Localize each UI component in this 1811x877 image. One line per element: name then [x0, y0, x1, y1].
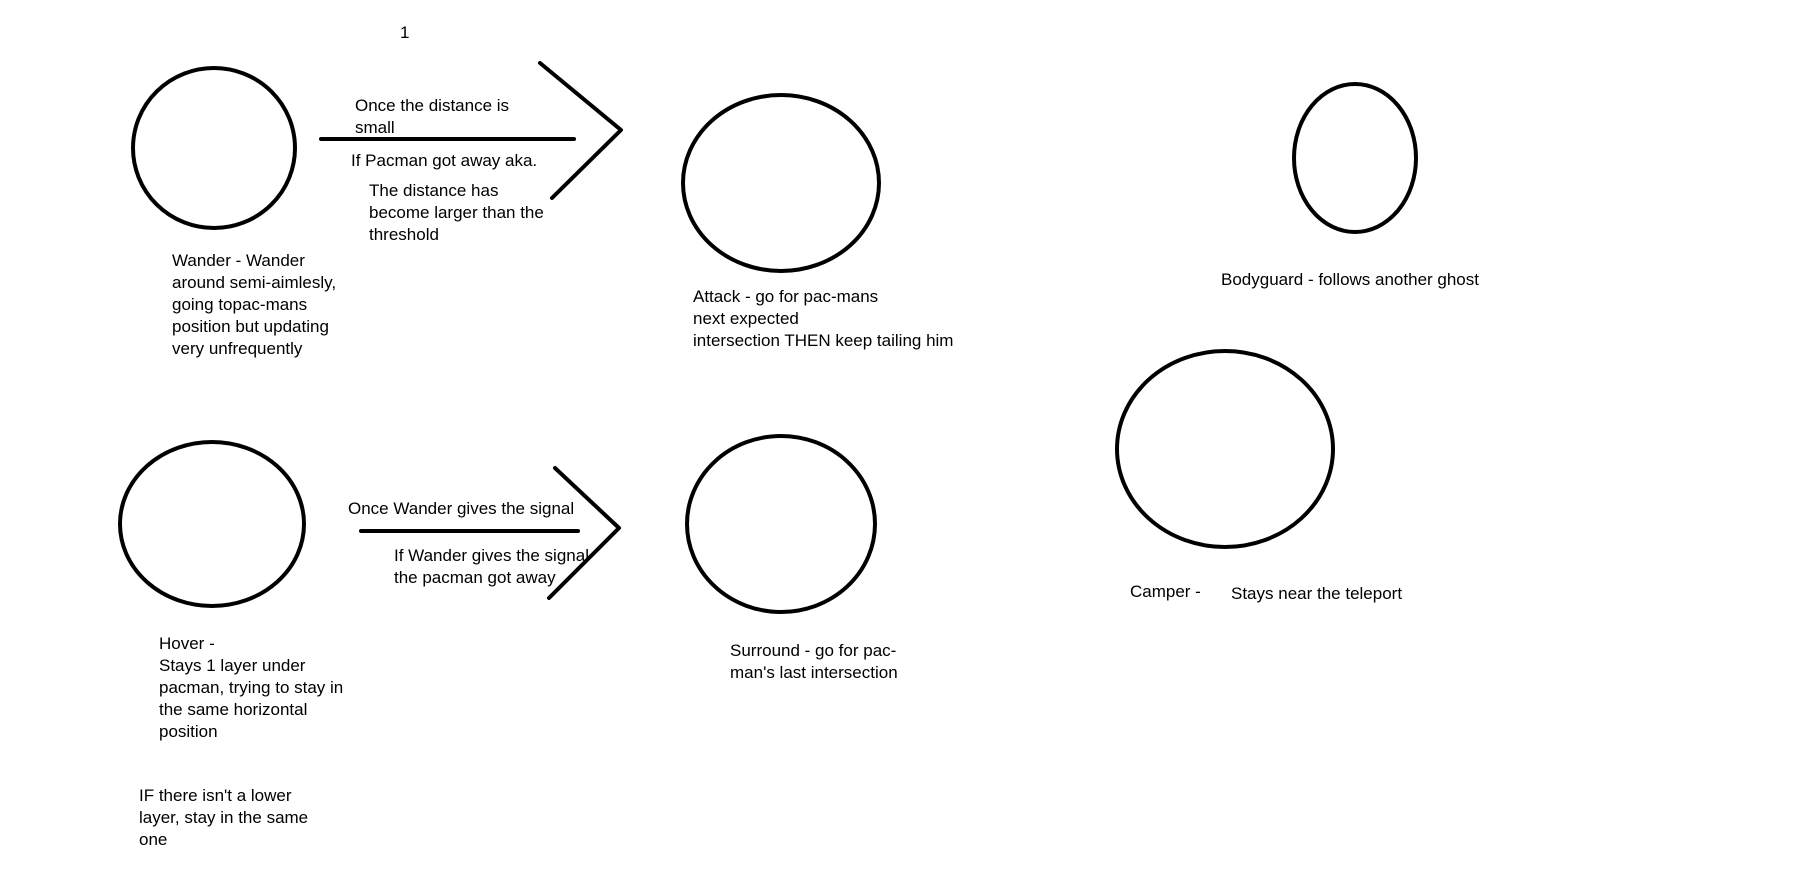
page-number: 1: [400, 23, 410, 42]
hover-state-node: [118, 440, 306, 608]
surround-to-hover-label: If Wander gives the signal the pacman go…: [394, 546, 589, 587]
wander-to-attack-label: Once the distance is small: [355, 96, 510, 137]
bodyguard-state-node: [1292, 82, 1418, 234]
attack-to-wander-label: If Pacman got away aka.: [351, 151, 538, 170]
surround-state-node: [685, 434, 877, 614]
wander-attack-arrowhead: [538, 61, 623, 200]
hover-to-surround-label: Once Wander gives the signal: [348, 499, 575, 518]
wander-state-label: Wander - Wander around semi-aimlesly, go…: [172, 251, 337, 358]
wander-state-node: [131, 66, 297, 230]
camper-state-description: Stays near the teleport: [1231, 584, 1403, 603]
hover-surround-arrowhead: [547, 466, 621, 600]
attack-to-wander-detail: The distance has become larger than the …: [369, 181, 544, 244]
attack-state-label: Attack - go for pac-mans next expected i…: [693, 287, 954, 350]
camper-state-label: Camper -: [1130, 582, 1201, 601]
hover-state-note: IF there isn't a lower layer, stay in th…: [139, 786, 309, 849]
bodyguard-state-label: Bodyguard - follows another ghost: [1221, 270, 1479, 289]
camper-state-node: [1115, 349, 1335, 549]
attack-state-node: [681, 93, 881, 273]
surround-state-label: Surround - go for pac- man's last inters…: [730, 641, 898, 682]
hover-state-label: Hover - Stays 1 layer under pacman, tryi…: [159, 634, 344, 741]
